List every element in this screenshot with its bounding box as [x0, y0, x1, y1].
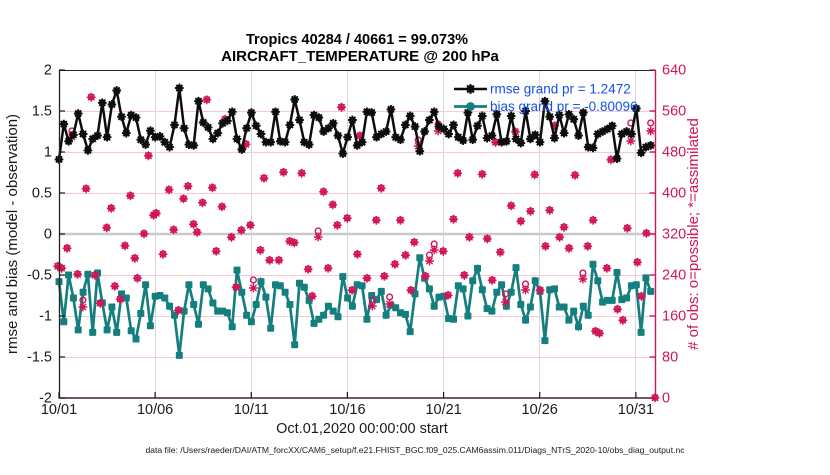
svg-text:Tropics 40284 / 40661 = 99.073: Tropics 40284 / 40661 = 99.073% [246, 32, 468, 48]
svg-text:-2: -2 [39, 391, 52, 407]
svg-text:10/06: 10/06 [137, 402, 173, 418]
svg-text:10/21: 10/21 [425, 402, 461, 418]
svg-text:80: 80 [662, 350, 678, 366]
svg-text:240: 240 [662, 268, 686, 284]
svg-text:10/11: 10/11 [234, 402, 269, 418]
svg-text:-1: -1 [39, 309, 52, 325]
svg-text:2: 2 [44, 63, 52, 79]
svg-text:10/01: 10/01 [41, 402, 77, 418]
svg-text:# of obs: o=possible; *=assimi: # of obs: o=possible; *=assimilated [685, 118, 702, 350]
svg-text:AIRCRAFT_TEMPERATURE @ 200 hPa: AIRCRAFT_TEMPERATURE @ 200 hPa [221, 48, 499, 65]
svg-text:1.5: 1.5 [32, 104, 52, 120]
svg-text:0.5: 0.5 [32, 186, 52, 202]
svg-text:400: 400 [662, 186, 686, 202]
svg-text:320: 320 [662, 227, 686, 243]
svg-text:rmse and bias (model - observa: rmse and bias (model - observation) [4, 114, 21, 354]
svg-text:560: 560 [662, 104, 686, 120]
svg-text:10/31: 10/31 [618, 402, 654, 418]
svg-text:160: 160 [662, 309, 686, 325]
svg-text:1: 1 [44, 145, 52, 161]
svg-text:0: 0 [44, 227, 52, 243]
svg-text:640: 640 [662, 63, 686, 79]
svg-text:-0.5: -0.5 [27, 268, 52, 284]
svg-text:10/26: 10/26 [522, 402, 558, 418]
svg-text:-1.5: -1.5 [27, 350, 52, 366]
svg-text:480: 480 [662, 145, 686, 161]
svg-text:Oct.01,2020 00:00:00 start: Oct.01,2020 00:00:00 start [276, 421, 448, 437]
svg-text:rmse grand pr = 1.2472: rmse grand pr = 1.2472 [490, 82, 631, 97]
svg-text:0: 0 [662, 391, 670, 407]
svg-text:data file: /Users/raeder/DAI/A: data file: /Users/raeder/DAI/ATM_forcXX/… [145, 445, 685, 455]
svg-text:10/16: 10/16 [329, 402, 365, 418]
svg-text:bias grand pr = -0.80096: bias grand pr = -0.80096 [490, 99, 637, 114]
